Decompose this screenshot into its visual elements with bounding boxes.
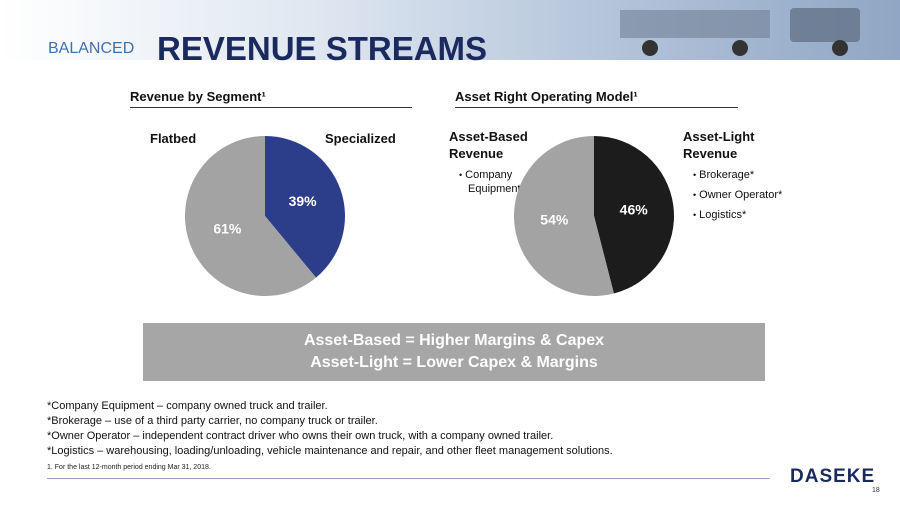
category-label: Asset-Based Revenue — [449, 129, 528, 161]
section-title: Revenue by Segment¹ — [130, 89, 412, 108]
definition: *Brokerage – use of a third party carrie… — [47, 415, 378, 427]
pie-slice — [185, 136, 316, 296]
value-label: 46% — [620, 202, 649, 218]
definition: *Company Equipment – company owned truck… — [47, 400, 328, 412]
truck-graphic — [620, 8, 860, 56]
note: Brokerage* — [699, 168, 812, 182]
definition: *Logistics – warehousing, loading/unload… — [47, 445, 613, 457]
page-number: 18 — [872, 487, 880, 494]
value-label: 39% — [289, 193, 318, 209]
banner-line: Asset-Light = Lower Capex & Margins — [310, 354, 598, 371]
note-list: Company Equipment* — [458, 168, 538, 202]
pie-slice — [265, 136, 346, 278]
category-label: Specialized — [325, 131, 396, 146]
value-label: 61% — [213, 220, 242, 236]
category-label: Asset-Light Revenue — [683, 129, 755, 161]
definition: *Owner Operator – independent contract d… — [47, 430, 554, 442]
footer-rule — [47, 478, 770, 479]
header-kicker: BALANCED — [48, 40, 135, 57]
pie-charts: 39% 61% 46% 54% — [185, 136, 675, 296]
logo: DASEKE — [790, 466, 876, 487]
banner-line: Asset-Based = Higher Margins & Capex — [303, 332, 605, 349]
note: Owner Operator* — [699, 188, 812, 202]
note: Logistics* — [699, 208, 812, 222]
footnote: 1. For the last 12-month period ending M… — [47, 464, 211, 471]
pie-slice — [594, 136, 675, 294]
category-label: Flatbed — [150, 131, 197, 146]
pie-slice — [514, 136, 614, 296]
section-title: Asset Right Operating Model¹ — [455, 89, 738, 108]
header-title: REVENUE STREAMS — [157, 30, 488, 67]
definitions: *Company Equipment – company owned truck… — [47, 399, 613, 459]
value-label: 54% — [540, 212, 569, 228]
note: Company Equipment* — [465, 168, 538, 196]
banner: Asset-Based = Higher Margins & Capex Ass… — [143, 323, 765, 381]
note-list: Brokerage* Owner Operator* Logistics* — [692, 168, 812, 228]
